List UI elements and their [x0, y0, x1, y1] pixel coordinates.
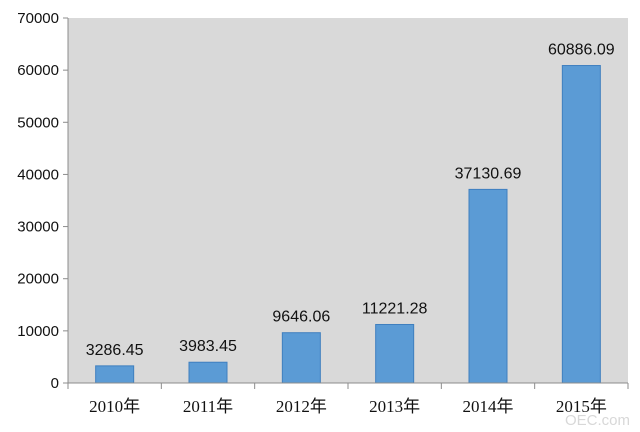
bar-2010年 — [95, 365, 135, 384]
y-tick-label: 50000 — [17, 114, 59, 131]
x-tick-label: 2013年 — [369, 397, 420, 416]
x-tick-label: 2010年 — [89, 397, 140, 416]
data-label: 3983.45 — [179, 338, 237, 355]
y-tick-label: 70000 — [17, 10, 59, 27]
y-axis-ticks: 0 10000 20000 30000 40000 50000 60000 70000 — [17, 10, 68, 392]
y-tick-label: 20000 — [17, 271, 59, 288]
watermark-text: OEC.com — [565, 412, 630, 429]
bar-2015年 — [561, 65, 601, 384]
x-axis-ticks: 2010年 2011年 2012年 2013年 2014年 2015年 — [67, 383, 629, 416]
x-tick-label: 2014年 — [463, 397, 514, 416]
x-tick-label: 2012年 — [276, 397, 327, 416]
bar-2014年 — [468, 188, 508, 384]
y-tick-label: 40000 — [17, 166, 59, 183]
plot-area — [68, 18, 628, 383]
y-tick-label: 0 — [51, 375, 59, 392]
data-label: 11221.28 — [362, 300, 428, 317]
bars — [95, 65, 601, 384]
y-tick-label: 30000 — [17, 219, 59, 236]
data-label: 37130.69 — [455, 165, 522, 182]
data-labels: 3286.45 3983.45 9646.06 11221.28 37130.69 608… — [86, 42, 615, 359]
data-label: 9646.06 — [272, 309, 330, 326]
bar-2013年 — [375, 323, 415, 384]
y-tick-label: 10000 — [17, 323, 59, 340]
bar-2011年 — [188, 361, 228, 384]
x-tick-label: 2015年 — [556, 397, 607, 416]
x-tick-label: 2011年 — [183, 397, 233, 416]
y-tick-label: 60000 — [17, 62, 59, 79]
data-label: 3286.45 — [86, 342, 144, 359]
data-label: 60886.09 — [548, 42, 615, 59]
bar-2012年 — [281, 332, 321, 384]
